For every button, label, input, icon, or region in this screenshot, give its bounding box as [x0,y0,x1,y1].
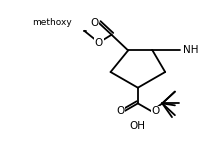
Text: O: O [151,106,159,116]
Text: O: O [115,106,124,116]
Text: methoxy: methoxy [32,18,71,27]
Text: OH: OH [129,121,145,131]
Text: O: O [90,18,98,28]
Text: O: O [94,38,102,48]
Text: NH: NH [182,45,197,55]
